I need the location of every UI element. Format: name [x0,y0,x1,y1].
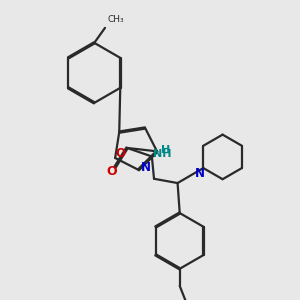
Text: CH₃: CH₃ [107,15,124,24]
Text: O: O [106,165,117,178]
Text: N: N [141,161,151,174]
Text: H: H [161,145,171,155]
Text: N: N [195,167,205,180]
Text: O: O [115,147,125,160]
Text: NH: NH [153,149,172,159]
